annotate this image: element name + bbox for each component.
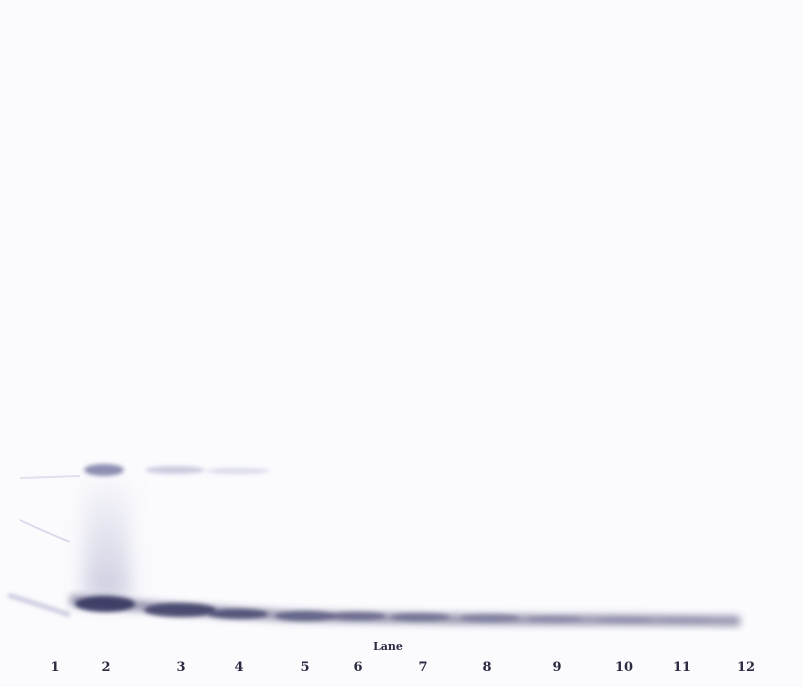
lane-caption: Lane xyxy=(373,640,403,653)
main-band xyxy=(69,595,741,626)
lane-label-6: 6 xyxy=(353,660,363,675)
lane-2-smear xyxy=(84,480,130,600)
band-lane-4 xyxy=(208,609,268,619)
lane-label-11: 11 xyxy=(672,660,692,675)
lane-label-9: 9 xyxy=(552,660,562,675)
lane-label-1: 1 xyxy=(50,660,60,675)
upper-band-lane-3 xyxy=(145,466,205,474)
band-lane-9 xyxy=(527,616,583,622)
lane-label-4: 4 xyxy=(234,660,244,675)
band-lane-7 xyxy=(390,613,450,621)
lane-label-3: 3 xyxy=(176,660,186,675)
band-lane-2 xyxy=(75,596,135,612)
lane-label-7: 7 xyxy=(418,660,428,675)
band-lane-5 xyxy=(275,611,335,621)
upper-bands xyxy=(84,464,270,476)
band-lane-10 xyxy=(597,617,653,623)
upper-band-lane-2 xyxy=(84,464,124,476)
band-lane-3 xyxy=(144,603,216,617)
upper-band-lane-4 xyxy=(206,468,270,474)
lane-label-10: 10 xyxy=(614,660,634,675)
band-lane-8 xyxy=(460,614,520,622)
edge-artifacts xyxy=(7,475,81,617)
lane-label-12: 12 xyxy=(736,660,756,675)
lane-label-2: 2 xyxy=(101,660,111,675)
band-lane-6 xyxy=(330,612,386,620)
band-lane-11 xyxy=(661,617,709,623)
lane-label-5: 5 xyxy=(300,660,310,675)
lane-label-8: 8 xyxy=(482,660,492,675)
